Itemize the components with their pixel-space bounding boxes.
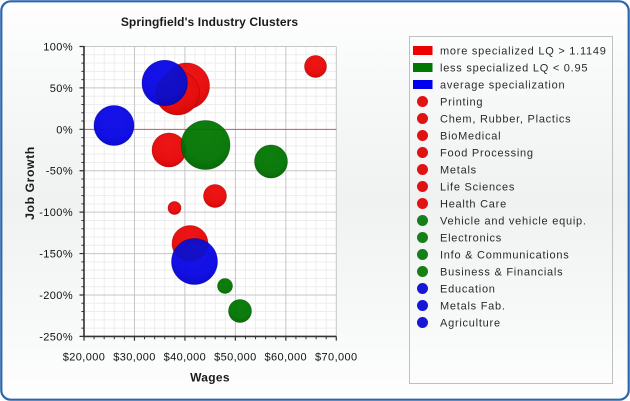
svg-text:BioMedical: BioMedical [440, 130, 501, 142]
svg-text:$70,000: $70,000 [315, 351, 358, 363]
svg-text:-250%: -250% [39, 331, 73, 343]
svg-text:average specialization: average specialization [440, 79, 565, 91]
svg-text:Vehicle and vehicle equip.: Vehicle and vehicle equip. [440, 215, 587, 227]
svg-text:Agriculture: Agriculture [440, 317, 501, 329]
svg-text:Printing: Printing [440, 96, 483, 108]
svg-text:-50%: -50% [46, 166, 73, 178]
svg-text:Chem, Rubber, Plactics: Chem, Rubber, Plactics [440, 113, 571, 125]
svg-text:$50,000: $50,000 [214, 351, 257, 363]
svg-text:50%: 50% [50, 83, 73, 95]
svg-text:Electronics: Electronics [440, 232, 502, 244]
svg-text:$30,000: $30,000 [113, 351, 156, 363]
svg-text:-200%: -200% [39, 290, 73, 302]
svg-text:more specialized LQ > 1.1149: more specialized LQ > 1.1149 [440, 45, 607, 57]
svg-text:0%: 0% [56, 124, 73, 136]
svg-text:Metals: Metals [440, 164, 477, 176]
svg-text:Info & Communications: Info & Communications [440, 249, 569, 261]
svg-text:$40,000: $40,000 [164, 351, 207, 363]
svg-text:Metals Fab.: Metals Fab. [440, 300, 506, 312]
svg-text:-100%: -100% [39, 207, 73, 219]
svg-text:less specialized LQ < 0.95: less specialized LQ < 0.95 [440, 62, 588, 74]
svg-text:100%: 100% [43, 42, 73, 54]
svg-text:Life Sciences: Life Sciences [440, 181, 515, 193]
svg-text:Health Care: Health Care [440, 198, 507, 210]
svg-text:$20,000: $20,000 [63, 351, 106, 363]
svg-text:Food Processing: Food Processing [440, 147, 534, 159]
svg-text:Education: Education [440, 283, 496, 295]
svg-text:Business & Financials: Business & Financials [440, 266, 563, 278]
svg-text:Job Growth: Job Growth [23, 146, 37, 220]
svg-text:Wages: Wages [190, 371, 230, 385]
svg-text:-150%: -150% [39, 249, 73, 261]
svg-text:$60,000: $60,000 [265, 351, 308, 363]
svg-text:Springfield's Industry Cluster: Springfield's Industry Clusters [121, 15, 299, 29]
